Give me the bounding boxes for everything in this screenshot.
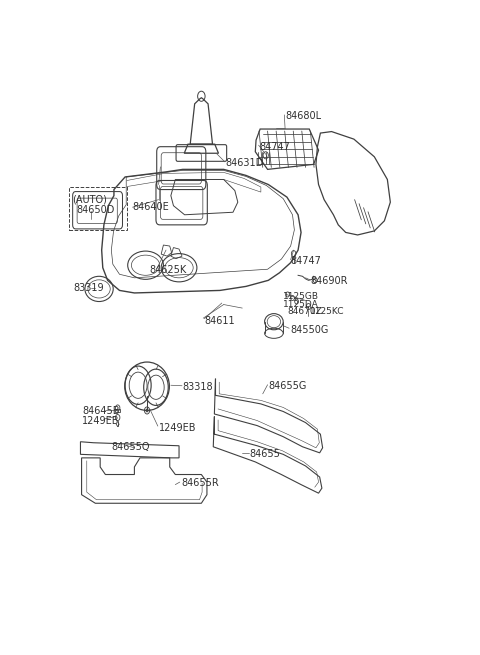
Text: 84680L: 84680L — [285, 111, 321, 121]
Text: 84655Q: 84655Q — [111, 441, 150, 452]
Text: 84747: 84747 — [290, 256, 322, 266]
Text: 84640E: 84640E — [132, 202, 169, 212]
Text: 84690R: 84690R — [310, 276, 348, 286]
Text: 84655: 84655 — [250, 449, 281, 459]
Text: 84650D: 84650D — [77, 205, 115, 215]
Text: 1125GB: 1125GB — [282, 293, 318, 301]
Text: 84631D: 84631D — [226, 159, 264, 168]
Text: 1125DA: 1125DA — [282, 299, 318, 309]
Text: 1249EB: 1249EB — [158, 422, 196, 432]
Text: 84550G: 84550G — [290, 325, 328, 335]
Text: 84670Z: 84670Z — [288, 307, 323, 316]
Text: 1125KC: 1125KC — [310, 307, 345, 316]
Text: 1249EB: 1249EB — [83, 415, 120, 426]
Text: 84645B: 84645B — [83, 407, 120, 417]
Text: 83319: 83319 — [73, 283, 104, 293]
Circle shape — [146, 409, 148, 412]
Text: 83318: 83318 — [183, 383, 214, 392]
Text: (AUTO): (AUTO) — [72, 195, 107, 204]
Text: 84625K: 84625K — [149, 265, 187, 275]
Text: 84611: 84611 — [204, 316, 235, 326]
Text: 84655G: 84655G — [268, 381, 307, 391]
Text: 84747: 84747 — [259, 141, 290, 152]
Text: 84655R: 84655R — [181, 478, 219, 488]
